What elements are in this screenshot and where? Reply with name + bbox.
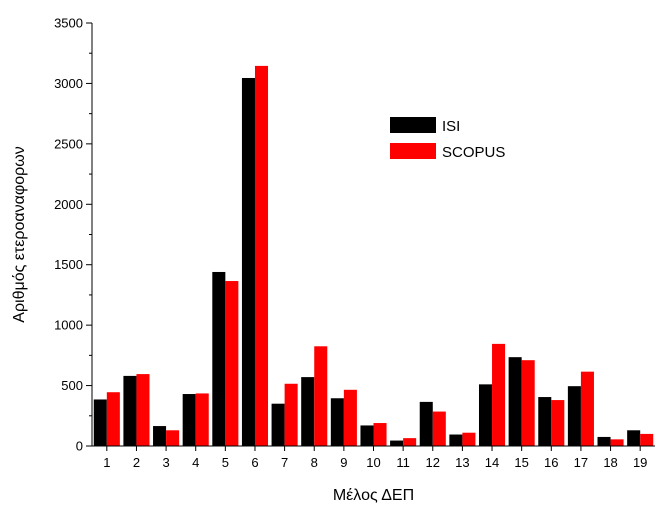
bar-isi-17 xyxy=(567,386,581,446)
bars-layer xyxy=(93,65,654,447)
bar-scopus-9 xyxy=(343,389,357,446)
bar-scopus-15 xyxy=(521,360,535,446)
bar-isi-16 xyxy=(538,397,552,446)
bar-scopus-2 xyxy=(136,374,150,446)
legend-swatch-isi xyxy=(390,117,436,133)
bar-isi-8 xyxy=(301,377,315,446)
bar-isi-3 xyxy=(153,426,167,446)
bar-scopus-18 xyxy=(610,439,624,446)
bar-isi-19 xyxy=(627,430,641,446)
bar-isi-13 xyxy=(449,434,463,446)
bar-scopus-5 xyxy=(225,281,239,446)
bar-scopus-3 xyxy=(166,430,180,446)
bar-isi-9 xyxy=(330,398,344,446)
y-tick-label-3000: 3000 xyxy=(54,76,83,91)
bar-scopus-1 xyxy=(106,392,120,446)
bar-isi-4 xyxy=(182,394,196,446)
bar-isi-5 xyxy=(212,271,226,446)
x-tick-label-12: 12 xyxy=(426,455,440,470)
y-tick-label-1500: 1500 xyxy=(54,257,83,272)
bar-scopus-13 xyxy=(462,432,476,446)
x-tick-label-16: 16 xyxy=(544,455,558,470)
y-tick-label-0: 0 xyxy=(76,439,83,454)
x-tick-label-13: 13 xyxy=(455,455,469,470)
bar-scopus-17 xyxy=(580,371,594,446)
axes-layer xyxy=(91,23,655,447)
y-tick-label-2000: 2000 xyxy=(54,197,83,212)
legend-label-isi: ISI xyxy=(442,118,460,135)
x-tick-label-1: 1 xyxy=(103,455,110,470)
x-tick-label-14: 14 xyxy=(485,455,499,470)
bar-scopus-16 xyxy=(551,400,565,446)
bar-scopus-10 xyxy=(373,423,387,446)
bar-scopus-14 xyxy=(492,343,506,446)
bar-isi-14 xyxy=(478,384,493,446)
x-tick-label-17: 17 xyxy=(574,455,588,470)
x-tick-label-7: 7 xyxy=(281,455,288,470)
bar-scopus-11 xyxy=(403,438,417,446)
bar-scopus-8 xyxy=(314,346,328,446)
bar-scopus-19 xyxy=(640,433,654,446)
bar-isi-10 xyxy=(360,425,374,446)
x-tick-label-3: 3 xyxy=(162,455,169,470)
x-tick-label-10: 10 xyxy=(366,455,380,470)
y-tick-label-500: 500 xyxy=(61,378,83,393)
x-tick-label-6: 6 xyxy=(251,455,258,470)
x-tick-label-18: 18 xyxy=(603,455,617,470)
bar-isi-6 xyxy=(241,77,255,447)
y-axis-title: Αριθμός ετεροαναφορων xyxy=(11,146,28,322)
bar-isi-1 xyxy=(93,399,107,446)
legend-label-scopus: SCOPUS xyxy=(442,144,505,161)
x-tick-label-5: 5 xyxy=(222,455,229,470)
bar-scopus-6 xyxy=(254,65,269,447)
x-tick-label-8: 8 xyxy=(311,455,318,470)
x-tick-label-19: 19 xyxy=(633,455,647,470)
x-tick-label-4: 4 xyxy=(192,455,199,470)
y-tick-label-3500: 3500 xyxy=(54,16,83,31)
bar-isi-7 xyxy=(271,403,285,446)
x-tick-label-9: 9 xyxy=(340,455,347,470)
bar-scopus-12 xyxy=(432,411,446,446)
x-tick-label-11: 11 xyxy=(396,455,410,470)
bar-isi-15 xyxy=(508,357,522,446)
bar-scopus-4 xyxy=(195,393,209,446)
bar-isi-2 xyxy=(123,375,137,446)
y-tick-label-1000: 1000 xyxy=(54,318,83,333)
bar-isi-12 xyxy=(419,401,433,446)
bar-scopus-7 xyxy=(284,383,298,446)
y-tick-label-2500: 2500 xyxy=(54,136,83,151)
bar-isi-18 xyxy=(597,436,611,446)
legend: ISI SCOPUS xyxy=(390,117,505,161)
x-tick-label-2: 2 xyxy=(133,455,140,470)
legend-swatch-scopus xyxy=(390,143,436,159)
x-axis-title: Μέλος ΔΕΠ xyxy=(333,487,414,504)
bar-isi-11 xyxy=(390,440,404,446)
x-tick-label-15: 15 xyxy=(514,455,528,470)
